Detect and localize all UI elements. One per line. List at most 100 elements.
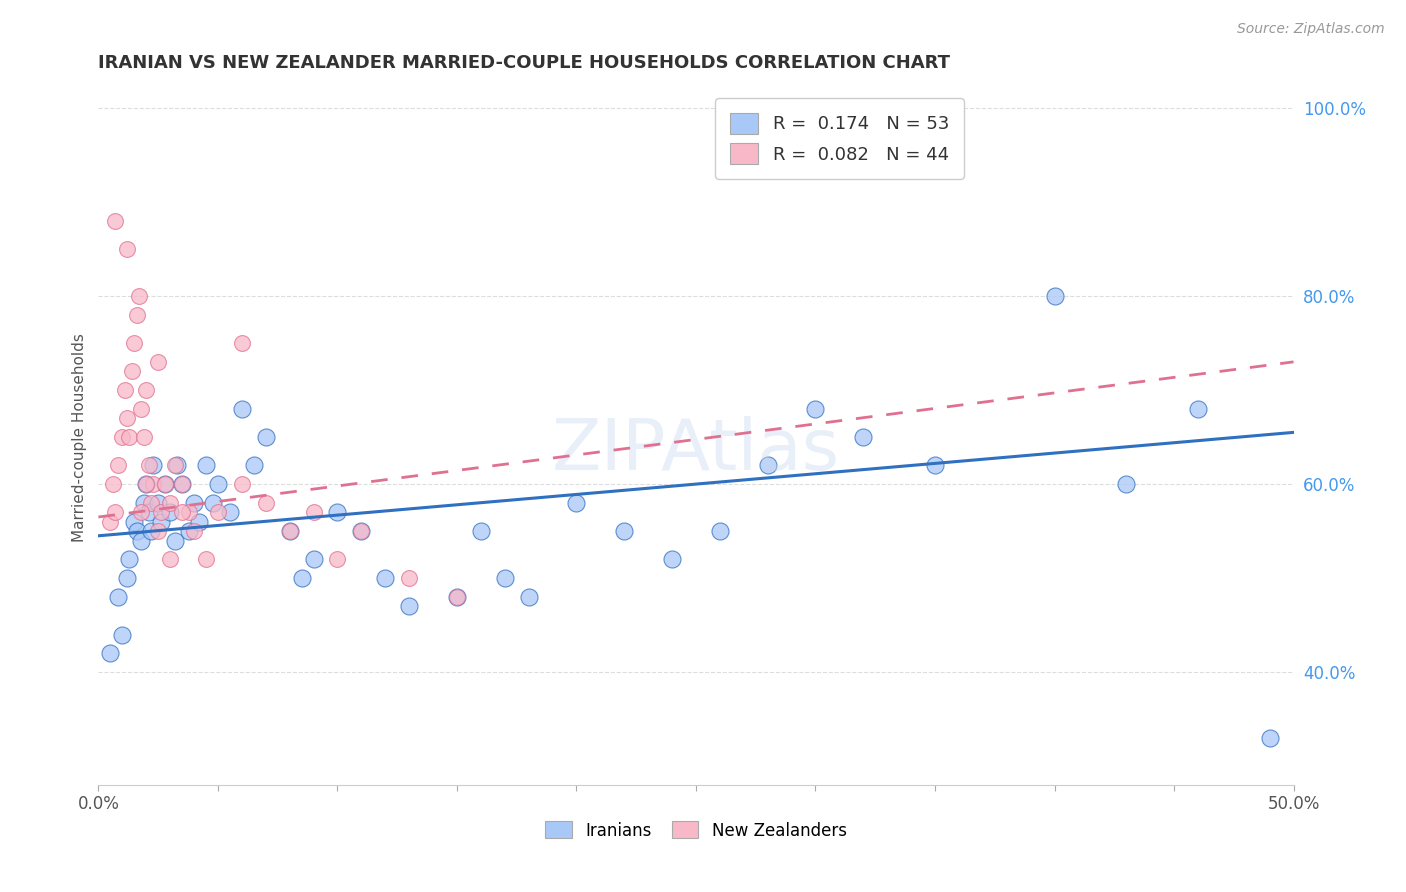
Point bbox=[207, 505, 229, 519]
Point bbox=[207, 477, 229, 491]
Point bbox=[125, 524, 148, 538]
Point bbox=[231, 477, 253, 491]
Point bbox=[804, 401, 827, 416]
Point bbox=[148, 355, 170, 369]
Point bbox=[179, 505, 201, 519]
Point bbox=[565, 496, 588, 510]
Y-axis label: Married-couple Households: Married-couple Households bbox=[72, 333, 87, 541]
Point bbox=[1258, 731, 1281, 745]
Point bbox=[104, 214, 127, 228]
Point bbox=[131, 533, 153, 548]
Point bbox=[148, 524, 170, 538]
Point bbox=[172, 505, 194, 519]
Point bbox=[172, 477, 194, 491]
Point bbox=[101, 477, 124, 491]
Point bbox=[132, 496, 155, 510]
Point bbox=[661, 552, 683, 566]
Point bbox=[115, 571, 138, 585]
Point bbox=[139, 524, 162, 538]
Point bbox=[231, 336, 253, 351]
Point bbox=[1187, 401, 1209, 416]
Point bbox=[149, 515, 172, 529]
Point bbox=[1043, 289, 1066, 303]
Point bbox=[326, 552, 349, 566]
Point bbox=[131, 505, 153, 519]
Legend: Iranians, New Zealanders: Iranians, New Zealanders bbox=[538, 814, 853, 847]
Point bbox=[852, 430, 875, 444]
Point bbox=[118, 552, 141, 566]
Point bbox=[243, 458, 266, 473]
Point bbox=[219, 505, 242, 519]
Text: Source: ZipAtlas.com: Source: ZipAtlas.com bbox=[1237, 22, 1385, 37]
Point bbox=[124, 515, 146, 529]
Point bbox=[179, 524, 201, 538]
Point bbox=[350, 524, 373, 538]
Point bbox=[155, 477, 177, 491]
Point bbox=[183, 496, 205, 510]
Point bbox=[98, 515, 122, 529]
Point bbox=[202, 496, 225, 510]
Point bbox=[613, 524, 636, 538]
Point bbox=[163, 533, 186, 548]
Point bbox=[118, 430, 141, 444]
Point bbox=[111, 627, 134, 641]
Point bbox=[114, 383, 136, 397]
Point bbox=[374, 571, 396, 585]
Point bbox=[111, 430, 134, 444]
Point bbox=[254, 496, 277, 510]
Point bbox=[115, 411, 138, 425]
Point bbox=[155, 477, 177, 491]
Point bbox=[446, 590, 468, 604]
Point bbox=[159, 496, 181, 510]
Point bbox=[138, 505, 160, 519]
Point bbox=[104, 505, 127, 519]
Point bbox=[302, 552, 325, 566]
Point bbox=[446, 590, 468, 604]
Point bbox=[398, 571, 420, 585]
Point bbox=[135, 477, 157, 491]
Point bbox=[195, 458, 218, 473]
Point bbox=[132, 430, 155, 444]
Point bbox=[195, 552, 218, 566]
Point bbox=[494, 571, 516, 585]
Point bbox=[128, 289, 150, 303]
Point bbox=[291, 571, 314, 585]
Point bbox=[398, 599, 420, 614]
Point bbox=[326, 505, 349, 519]
Point bbox=[142, 477, 165, 491]
Point bbox=[131, 401, 153, 416]
Point bbox=[139, 496, 162, 510]
Point bbox=[1115, 477, 1137, 491]
Point bbox=[149, 505, 172, 519]
Point bbox=[517, 590, 540, 604]
Point bbox=[138, 458, 160, 473]
Point bbox=[125, 308, 148, 322]
Point bbox=[254, 430, 277, 444]
Point bbox=[470, 524, 492, 538]
Text: IRANIAN VS NEW ZEALANDER MARRIED-COUPLE HOUSEHOLDS CORRELATION CHART: IRANIAN VS NEW ZEALANDER MARRIED-COUPLE … bbox=[98, 54, 950, 72]
Point bbox=[163, 458, 186, 473]
Point bbox=[350, 524, 373, 538]
Point bbox=[172, 477, 194, 491]
Point bbox=[107, 590, 129, 604]
Point bbox=[107, 458, 129, 473]
Point bbox=[135, 383, 157, 397]
Point bbox=[183, 524, 205, 538]
Point bbox=[278, 524, 301, 538]
Point bbox=[278, 524, 301, 538]
Point bbox=[302, 505, 325, 519]
Point bbox=[166, 458, 188, 473]
Point bbox=[121, 364, 143, 378]
Point bbox=[756, 458, 779, 473]
Point bbox=[148, 496, 170, 510]
Point bbox=[124, 336, 146, 351]
Point bbox=[231, 401, 253, 416]
Point bbox=[187, 515, 209, 529]
Point bbox=[159, 552, 181, 566]
Text: ZIPAtlas: ZIPAtlas bbox=[553, 417, 839, 485]
Point bbox=[115, 242, 138, 256]
Point bbox=[98, 646, 122, 660]
Point bbox=[159, 505, 181, 519]
Point bbox=[135, 477, 157, 491]
Point bbox=[709, 524, 731, 538]
